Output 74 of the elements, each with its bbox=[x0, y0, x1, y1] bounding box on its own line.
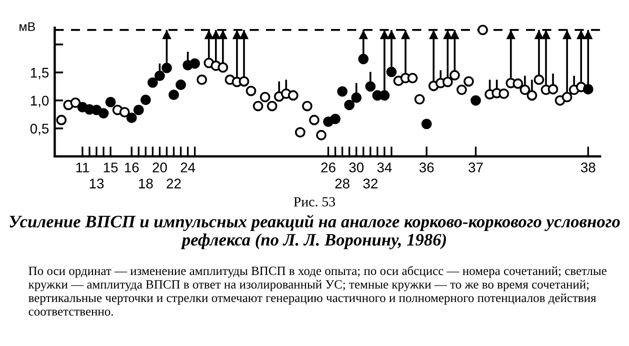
point bbox=[140, 94, 151, 106]
point bbox=[478, 24, 488, 36]
point bbox=[246, 86, 256, 96]
x-tick-label: 26 bbox=[321, 162, 336, 172]
y-tick-label: 0,5 bbox=[30, 124, 49, 136]
point bbox=[168, 90, 179, 100]
point bbox=[526, 90, 538, 101]
point bbox=[358, 54, 369, 64]
point bbox=[288, 90, 298, 101]
x-tick-label: 24 bbox=[180, 162, 196, 172]
point bbox=[344, 100, 355, 110]
point bbox=[330, 114, 341, 124]
x-tick-label: 32 bbox=[363, 178, 378, 188]
point bbox=[154, 70, 165, 82]
point bbox=[70, 97, 81, 108]
point bbox=[56, 114, 67, 126]
point bbox=[302, 100, 312, 112]
point bbox=[119, 106, 130, 118]
point bbox=[449, 70, 460, 80]
point bbox=[365, 81, 376, 92]
point bbox=[105, 96, 116, 108]
point bbox=[407, 72, 418, 84]
text: По оси ординат — изменение амплитуды ВПСП в ходе опыта; по оси абсцисс — номера сочетаний; светлые кружки — амплитуда ВПСП в ответ на изолированный УС; темные кружки — то же во время сочетаний; вертикальные черточки и стрелки отмечают генерацию частичного и полномерного потенциалов действия соответственно. bbox=[28, 266, 606, 316]
x-tick-label: 20 bbox=[152, 162, 167, 172]
point bbox=[162, 62, 172, 74]
point bbox=[548, 84, 558, 94]
y-axis-title: мВ bbox=[20, 22, 35, 31]
point bbox=[351, 92, 362, 103]
point bbox=[582, 84, 594, 94]
x-tick-label: 13 bbox=[90, 178, 104, 188]
point bbox=[337, 86, 348, 97]
y-tick-label: 1,5 bbox=[30, 68, 49, 80]
point bbox=[266, 100, 278, 112]
text: Усиление ВПСП и импульсных реакций на аналоге корково-коркового условного рефлекса (по Л. Л. Воронину, 1986) bbox=[10, 214, 620, 250]
point bbox=[470, 95, 481, 106]
point bbox=[238, 76, 250, 87]
x-tick-label: 11 bbox=[76, 162, 89, 172]
point bbox=[176, 80, 186, 90]
point bbox=[147, 77, 158, 88]
point bbox=[534, 74, 544, 85]
point bbox=[196, 74, 208, 85]
point bbox=[133, 104, 144, 116]
x-tick-label: 38 bbox=[580, 162, 596, 172]
point bbox=[562, 92, 572, 102]
point bbox=[414, 94, 425, 105]
point bbox=[260, 92, 270, 102]
point bbox=[294, 127, 306, 138]
point bbox=[309, 114, 320, 126]
x-tick-label: 37 bbox=[468, 162, 483, 172]
point bbox=[421, 118, 432, 130]
point bbox=[498, 88, 510, 99]
y-tick-label: 1,0 bbox=[30, 96, 49, 108]
point bbox=[512, 78, 524, 89]
point bbox=[98, 108, 109, 119]
x-tick-label: 30 bbox=[349, 162, 364, 172]
point bbox=[379, 90, 390, 101]
point bbox=[520, 84, 530, 96]
point bbox=[464, 76, 474, 87]
point bbox=[316, 130, 326, 140]
point bbox=[442, 76, 453, 88]
point bbox=[218, 62, 228, 73]
x-tick-label: 22 bbox=[166, 178, 181, 188]
point bbox=[126, 112, 137, 123]
point bbox=[456, 84, 467, 96]
x-tick-label: 36 bbox=[419, 162, 434, 172]
x-tick-label: 18 bbox=[139, 178, 153, 188]
x-tick-label: 34 bbox=[377, 162, 392, 172]
point bbox=[386, 66, 397, 78]
text: Рис. 53 bbox=[294, 197, 336, 207]
point bbox=[190, 58, 200, 69]
point bbox=[252, 100, 264, 112]
x-tick-label: 28 bbox=[335, 178, 350, 188]
x-tick-label: 16 bbox=[124, 162, 139, 172]
x-tick-label: 15 bbox=[104, 162, 118, 172]
